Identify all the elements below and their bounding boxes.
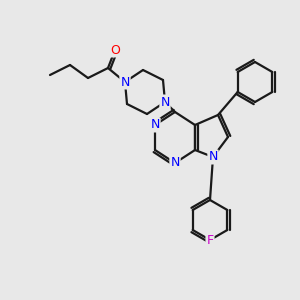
Text: O: O <box>110 44 120 56</box>
Text: N: N <box>160 95 170 109</box>
Text: N: N <box>150 118 160 131</box>
Text: N: N <box>170 157 180 169</box>
Text: N: N <box>120 76 130 88</box>
Text: F: F <box>206 233 214 247</box>
Text: N: N <box>208 151 218 164</box>
